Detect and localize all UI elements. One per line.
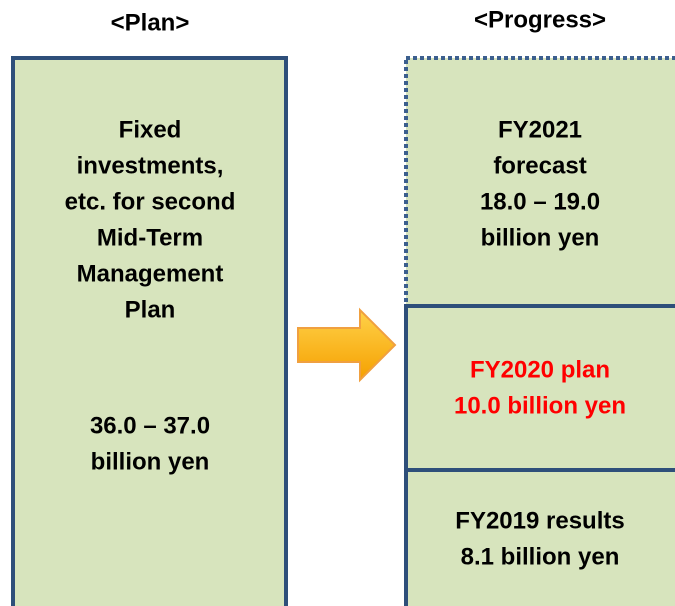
plan-box — [11, 56, 288, 606]
text-line: 36.0 – 37.0 — [90, 412, 210, 439]
text-line: 10.0 billion yen — [454, 392, 626, 419]
fy2019-box — [404, 468, 675, 606]
text-line: forecast — [493, 152, 586, 179]
text-line: etc. for second — [65, 188, 236, 215]
text-line: 8.1 billion yen — [461, 543, 620, 570]
plan-description: Fixed investments, etc. for second Mid-T… — [65, 116, 236, 475]
text-line: Fixed — [119, 116, 182, 143]
fy2021-box — [404, 56, 675, 308]
text-line: FY2020 plan — [470, 356, 610, 383]
progress-heading: <Progress> — [474, 6, 606, 33]
fy2021-text: FY2021 forecast 18.0 – 19.0 billion yen — [480, 116, 600, 251]
text-line: 18.0 – 19.0 — [480, 188, 600, 215]
text-line: investments, — [77, 152, 224, 179]
text-line: billion yen — [91, 448, 210, 475]
arrow — [297, 307, 397, 383]
fy2020-text: FY2020 plan 10.0 billion yen — [454, 356, 626, 419]
text-line: Mid-Term — [97, 224, 203, 251]
text-line: billion yen — [481, 224, 600, 251]
fy2019-text: FY2019 results 8.1 billion yen — [455, 507, 624, 570]
fy2020-box — [404, 304, 675, 472]
text-line: FY2019 results — [455, 507, 624, 534]
plan-heading: <Plan> — [111, 9, 190, 36]
text-line: Plan — [125, 296, 176, 323]
text-line: FY2021 — [498, 116, 582, 143]
text-line: Management — [77, 260, 224, 287]
